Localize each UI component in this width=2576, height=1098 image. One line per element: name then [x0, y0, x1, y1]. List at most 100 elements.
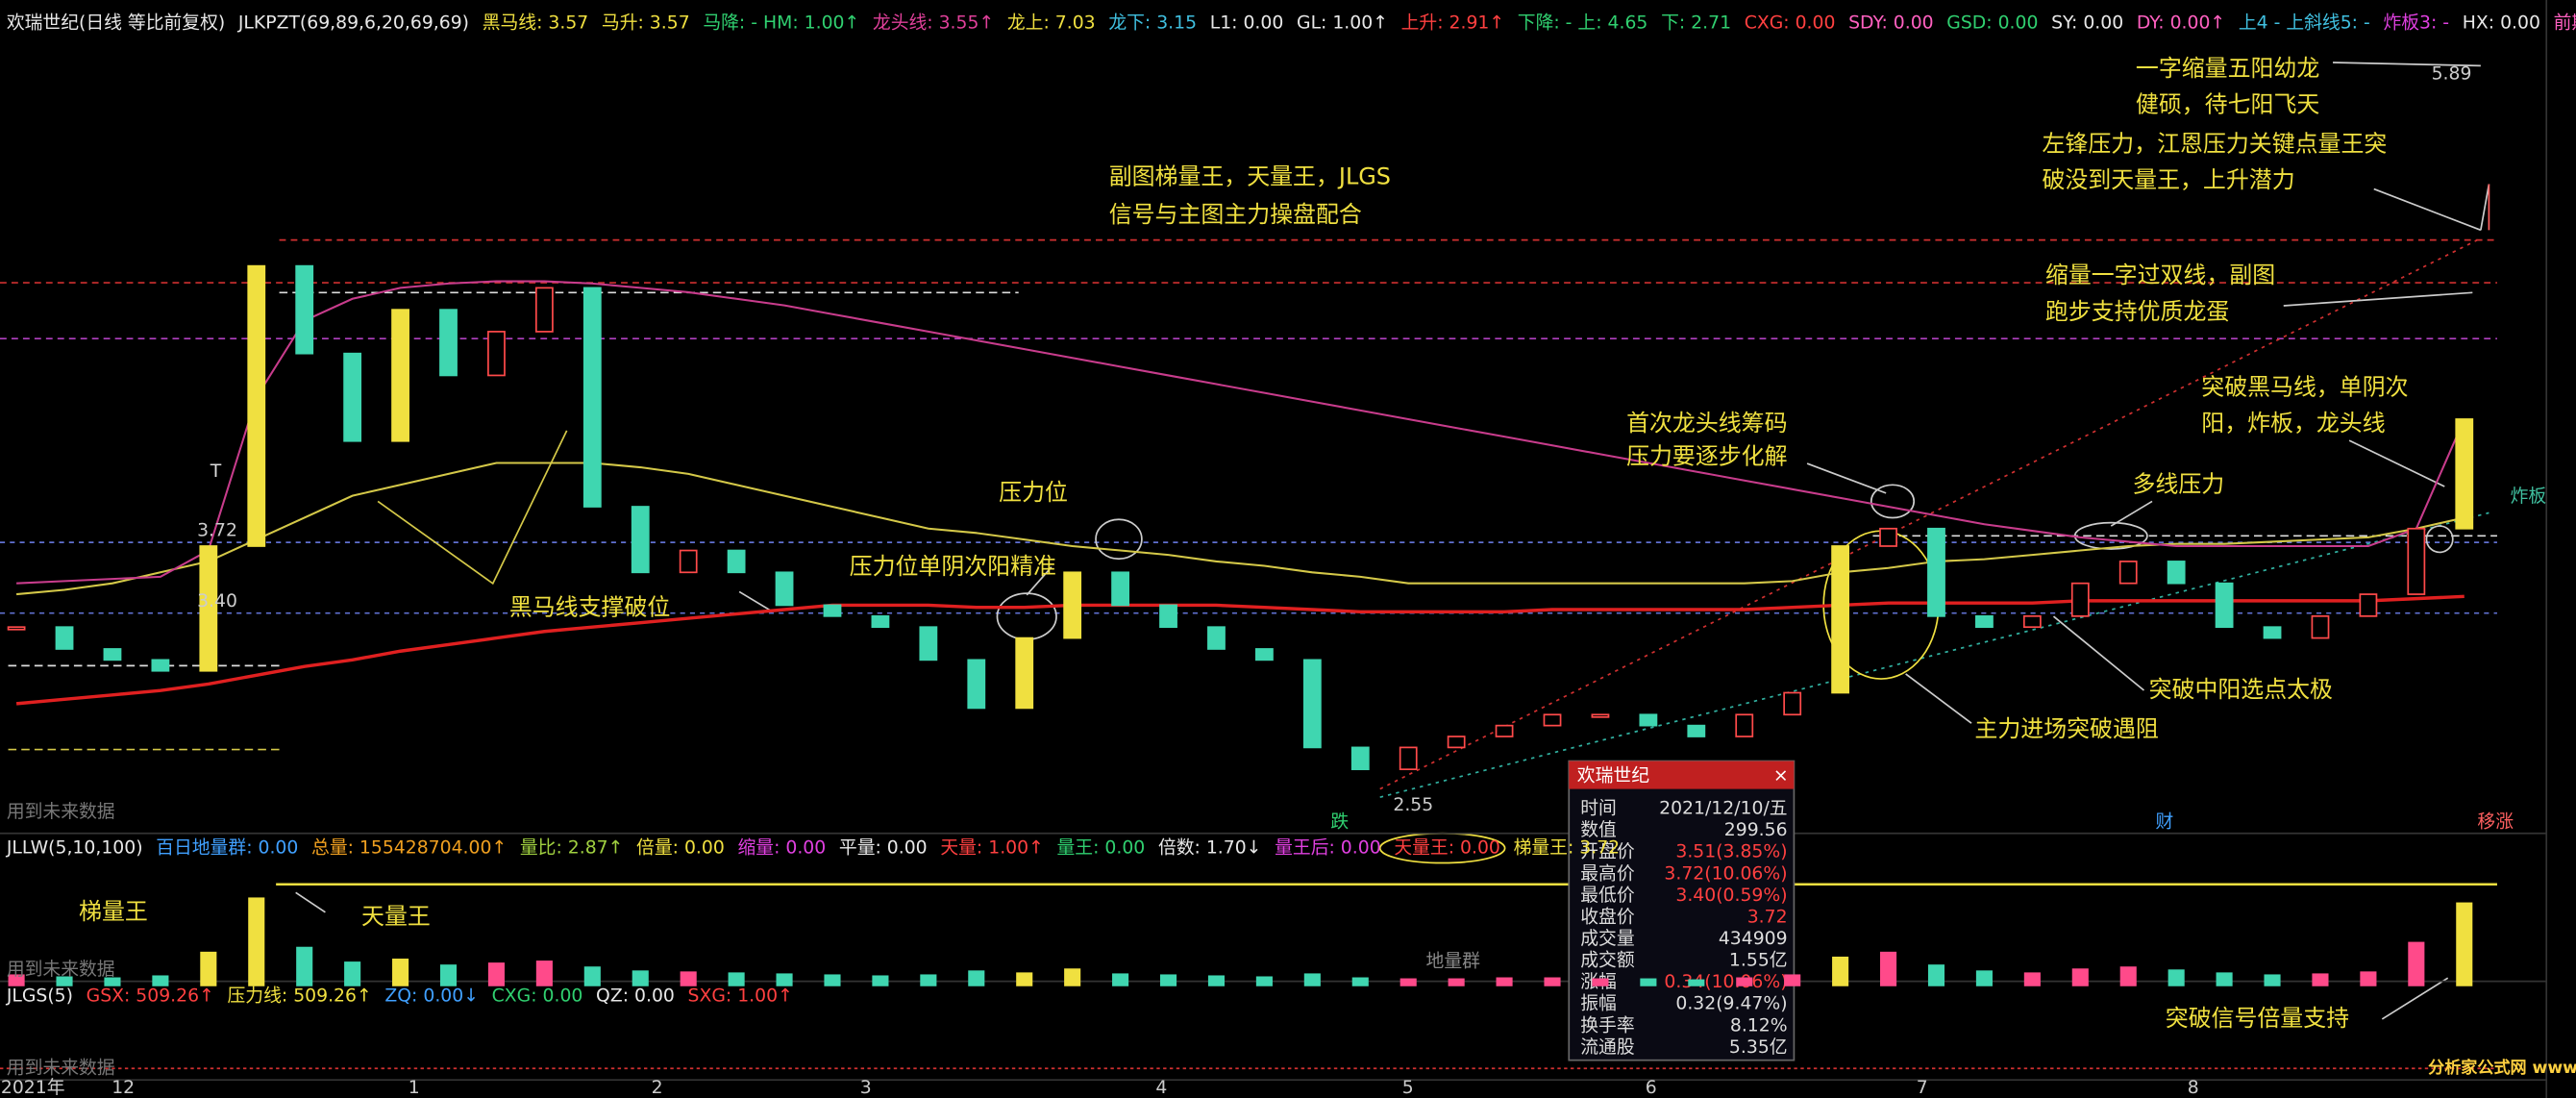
volume-bar	[1064, 968, 1081, 986]
ma-line	[15, 594, 2465, 706]
indicator-label: 马升: 3.57	[602, 12, 690, 33]
indicator-label: ZQ: 0.00↓	[384, 986, 479, 1007]
volume-bar	[1159, 974, 1177, 986]
x-axis-label: 6	[1646, 1078, 1657, 1098]
candle	[151, 659, 170, 672]
candle	[1063, 571, 1082, 639]
indicator-label: 龙头线: 3.55↑	[873, 12, 994, 33]
annotation: 阳，炸板，龙头线	[2201, 410, 2385, 437]
volume-bar	[1016, 972, 1033, 986]
annotation: 跑步支持优质龙蛋	[2045, 298, 2229, 325]
candle	[1639, 713, 1658, 727]
price-label: 2.55	[1393, 795, 1433, 815]
indicator-label: 天量王: 0.00	[1394, 838, 1500, 859]
volume-bar	[1351, 977, 1369, 986]
popup-titlebar	[1569, 761, 1795, 789]
watermark: 分析家公式网 www.fxjgsw.com	[2428, 1058, 2576, 1078]
indicator-label: SDY: 0.00	[1848, 12, 1934, 33]
volume-bar	[1544, 977, 1561, 986]
annotation: 副图梯量王，天量王，JLGS	[1109, 163, 1391, 190]
candle	[1927, 527, 1945, 617]
candle	[2263, 626, 2282, 639]
indicator-label: SXG: 1.00↑	[688, 986, 793, 1007]
candle	[1975, 614, 1994, 629]
volume-bar	[439, 964, 458, 986]
candle	[1831, 545, 1850, 694]
popup-value: 3.72(10.06%)	[1664, 863, 1787, 884]
volume-bar	[1640, 978, 1657, 986]
indicator-label: 炸板3: -	[2383, 12, 2449, 33]
indicator-label: JLKPZT(69,89,6,20,69,69)	[237, 12, 469, 33]
candle	[439, 309, 458, 377]
candle	[1543, 713, 1562, 727]
annotation: 左锋压力，江恩压力关键点量王突	[2043, 130, 2388, 157]
volume-bar	[2312, 973, 2329, 986]
popup-key: 最低价	[1580, 885, 1635, 906]
indicator-label: QZ: 0.00	[596, 986, 675, 1007]
volume-bar	[2071, 968, 2089, 986]
candle	[487, 331, 506, 377]
note: 跌	[1330, 811, 1349, 832]
candle	[582, 287, 602, 508]
candle	[343, 352, 362, 442]
volume-bar	[2216, 972, 2233, 986]
indicator-label: 上4 - 上斜线5: -	[2239, 12, 2370, 33]
volume-bar	[1448, 978, 1465, 986]
note: 用到未来数据	[7, 1058, 115, 1079]
candle	[1159, 604, 1177, 629]
info-popup[interactable]: 欢瑞世纪 × 时间 2021/12/10/五数值 299.56 开盘价 3.51(3.8…	[1568, 760, 1796, 1061]
indicator-label: 龙下: 3.15	[1108, 12, 1197, 33]
volume-bar	[872, 975, 889, 986]
volume-bar	[1736, 977, 1753, 986]
indicator-label: 缩量: 0.00	[737, 837, 826, 859]
candle	[1735, 713, 1754, 737]
candle	[1687, 724, 1706, 737]
candle	[2022, 614, 2042, 629]
x-axis-label: 5	[1402, 1078, 1414, 1098]
candle	[631, 506, 650, 574]
indicator-label: 前期高点: 4.90	[2554, 12, 2576, 33]
popup-key: 数值	[1580, 819, 1617, 840]
annotation: 突破信号倍量支持	[2166, 1005, 2349, 1032]
volume-bar	[152, 975, 169, 986]
popup-close[interactable]: ×	[1773, 765, 1789, 786]
volume-bar	[1207, 975, 1226, 986]
indicator-label: GSX: 509.26↑	[87, 986, 214, 1007]
indicator-label: 倍量: 0.00	[636, 837, 725, 859]
volume-bar	[1975, 970, 1993, 986]
candle	[823, 604, 842, 617]
candle	[1015, 636, 1034, 710]
volume-bar	[2408, 941, 2425, 986]
candle	[2118, 561, 2138, 585]
indicator-label: 百日地量群: 0.00	[156, 837, 298, 859]
ma-line	[16, 280, 2465, 585]
volume-bar	[776, 973, 793, 986]
indicator-label: 天量: 1.00↑	[940, 838, 1044, 859]
candle	[2359, 593, 2378, 617]
volume-bar	[1832, 956, 1849, 986]
popup-value: 0.34(10.06%)	[1664, 972, 1787, 992]
indicator-label: 梯量王: 3.72	[1514, 837, 1621, 859]
note: T	[210, 462, 222, 482]
annotation: 多线压力	[2133, 470, 2225, 497]
candle	[919, 626, 938, 661]
popup-value: 434909	[1719, 929, 1788, 949]
candle	[1879, 527, 1897, 547]
popup-key: 开盘价	[1580, 841, 1635, 862]
volume-bar	[248, 897, 265, 986]
volume-bar	[632, 970, 649, 986]
indicator-label: 下: 2.71	[1661, 12, 1731, 33]
popup-key: 成交额	[1580, 950, 1635, 971]
annotation: 缩量一字过双线，副图	[2045, 262, 2275, 288]
indicator-label: GSD: 0.00	[1946, 12, 2038, 33]
popup-key: 成交量	[1580, 928, 1634, 949]
volume-bar	[2456, 902, 2473, 986]
candle	[7, 626, 26, 631]
indicator-label: 黑马线: 3.57	[483, 12, 589, 33]
popup-title: 欢瑞世纪	[1577, 764, 1649, 786]
x-axis-label: 4	[1155, 1078, 1167, 1098]
candle	[2455, 418, 2474, 530]
candle	[727, 549, 746, 574]
note: 移涨	[2477, 811, 2514, 832]
